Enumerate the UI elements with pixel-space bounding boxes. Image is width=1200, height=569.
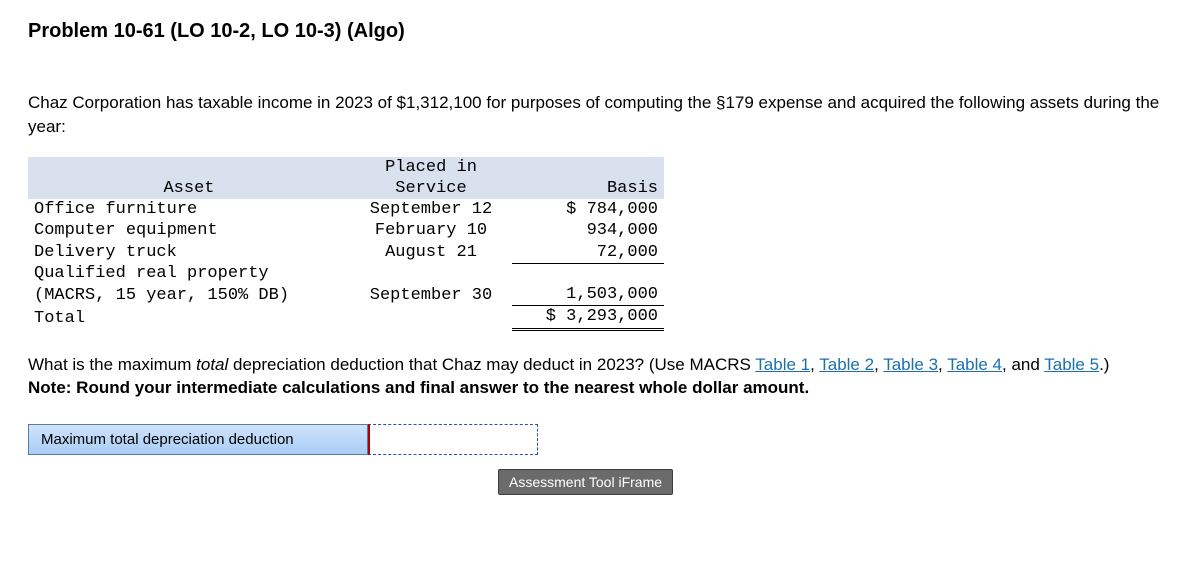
cell-asset: Delivery truck <box>28 242 350 264</box>
table-row: Computer equipment February 10 934,000 <box>28 220 664 241</box>
iframe-badge: Assessment Tool iFrame <box>498 469 673 495</box>
cell-basis: 72,000 <box>512 242 664 264</box>
problem-heading: Problem 10-61 (LO 10-2, LO 10-3) (Algo) <box>28 20 1172 43</box>
question-italic: total <box>196 355 228 374</box>
question-text: What is the maximum total depreciation d… <box>28 353 1172 401</box>
th-service: Placed in Service <box>350 157 512 200</box>
cell-total-label: Total <box>28 306 350 329</box>
table-row: Office furniture September 12 $ 784,000 <box>28 199 664 220</box>
cell-asset: Qualified real property (MACRS, 15 year,… <box>28 263 350 306</box>
problem-intro: Chaz Corporation has taxable income in 2… <box>28 91 1172 139</box>
cell-asset: Computer equipment <box>28 220 350 241</box>
answer-label: Maximum total depreciation deduction <box>28 424 368 455</box>
cell-service: September 12 <box>350 199 512 220</box>
table-row: Delivery truck August 21 72,000 <box>28 242 664 264</box>
cell-basis: 1,503,000 <box>512 263 664 306</box>
cell-service: September 30 <box>350 263 512 306</box>
th-service-line1: Placed in <box>385 158 477 177</box>
macrs-table-link[interactable]: Table 3 <box>883 355 938 374</box>
th-asset: Asset <box>28 157 350 200</box>
answer-input-cell[interactable] <box>368 424 538 455</box>
th-basis: Basis <box>512 157 664 200</box>
macrs-table-link[interactable]: Table 4 <box>947 355 1002 374</box>
cell-service: February 10 <box>350 220 512 241</box>
cell-basis: $ 784,000 <box>512 199 664 220</box>
cell-asset: Office furniture <box>28 199 350 220</box>
table-row: Qualified real property (MACRS, 15 year,… <box>28 263 664 306</box>
answer-input[interactable] <box>374 430 533 449</box>
asset-table: Asset Placed in Service Basis Office fur… <box>28 157 664 331</box>
question-lead: What is the maximum <box>28 355 196 374</box>
cell-service: August 21 <box>350 242 512 264</box>
th-service-line2: Service <box>395 179 466 198</box>
cell-basis: 934,000 <box>512 220 664 241</box>
cell-total-basis: $ 3,293,000 <box>512 306 664 329</box>
table-total-row: Total $ 3,293,000 <box>28 306 664 329</box>
note-text: Note: Round your intermediate calculatio… <box>28 378 809 397</box>
answer-row: Maximum total depreciation deduction <box>28 424 1172 455</box>
macrs-table-link[interactable]: Table 1 <box>755 355 810 374</box>
macrs-table-link[interactable]: Table 5 <box>1044 355 1099 374</box>
macrs-table-link[interactable]: Table 2 <box>819 355 874 374</box>
question-after-italic: depreciation deduction that Chaz may ded… <box>228 355 755 374</box>
